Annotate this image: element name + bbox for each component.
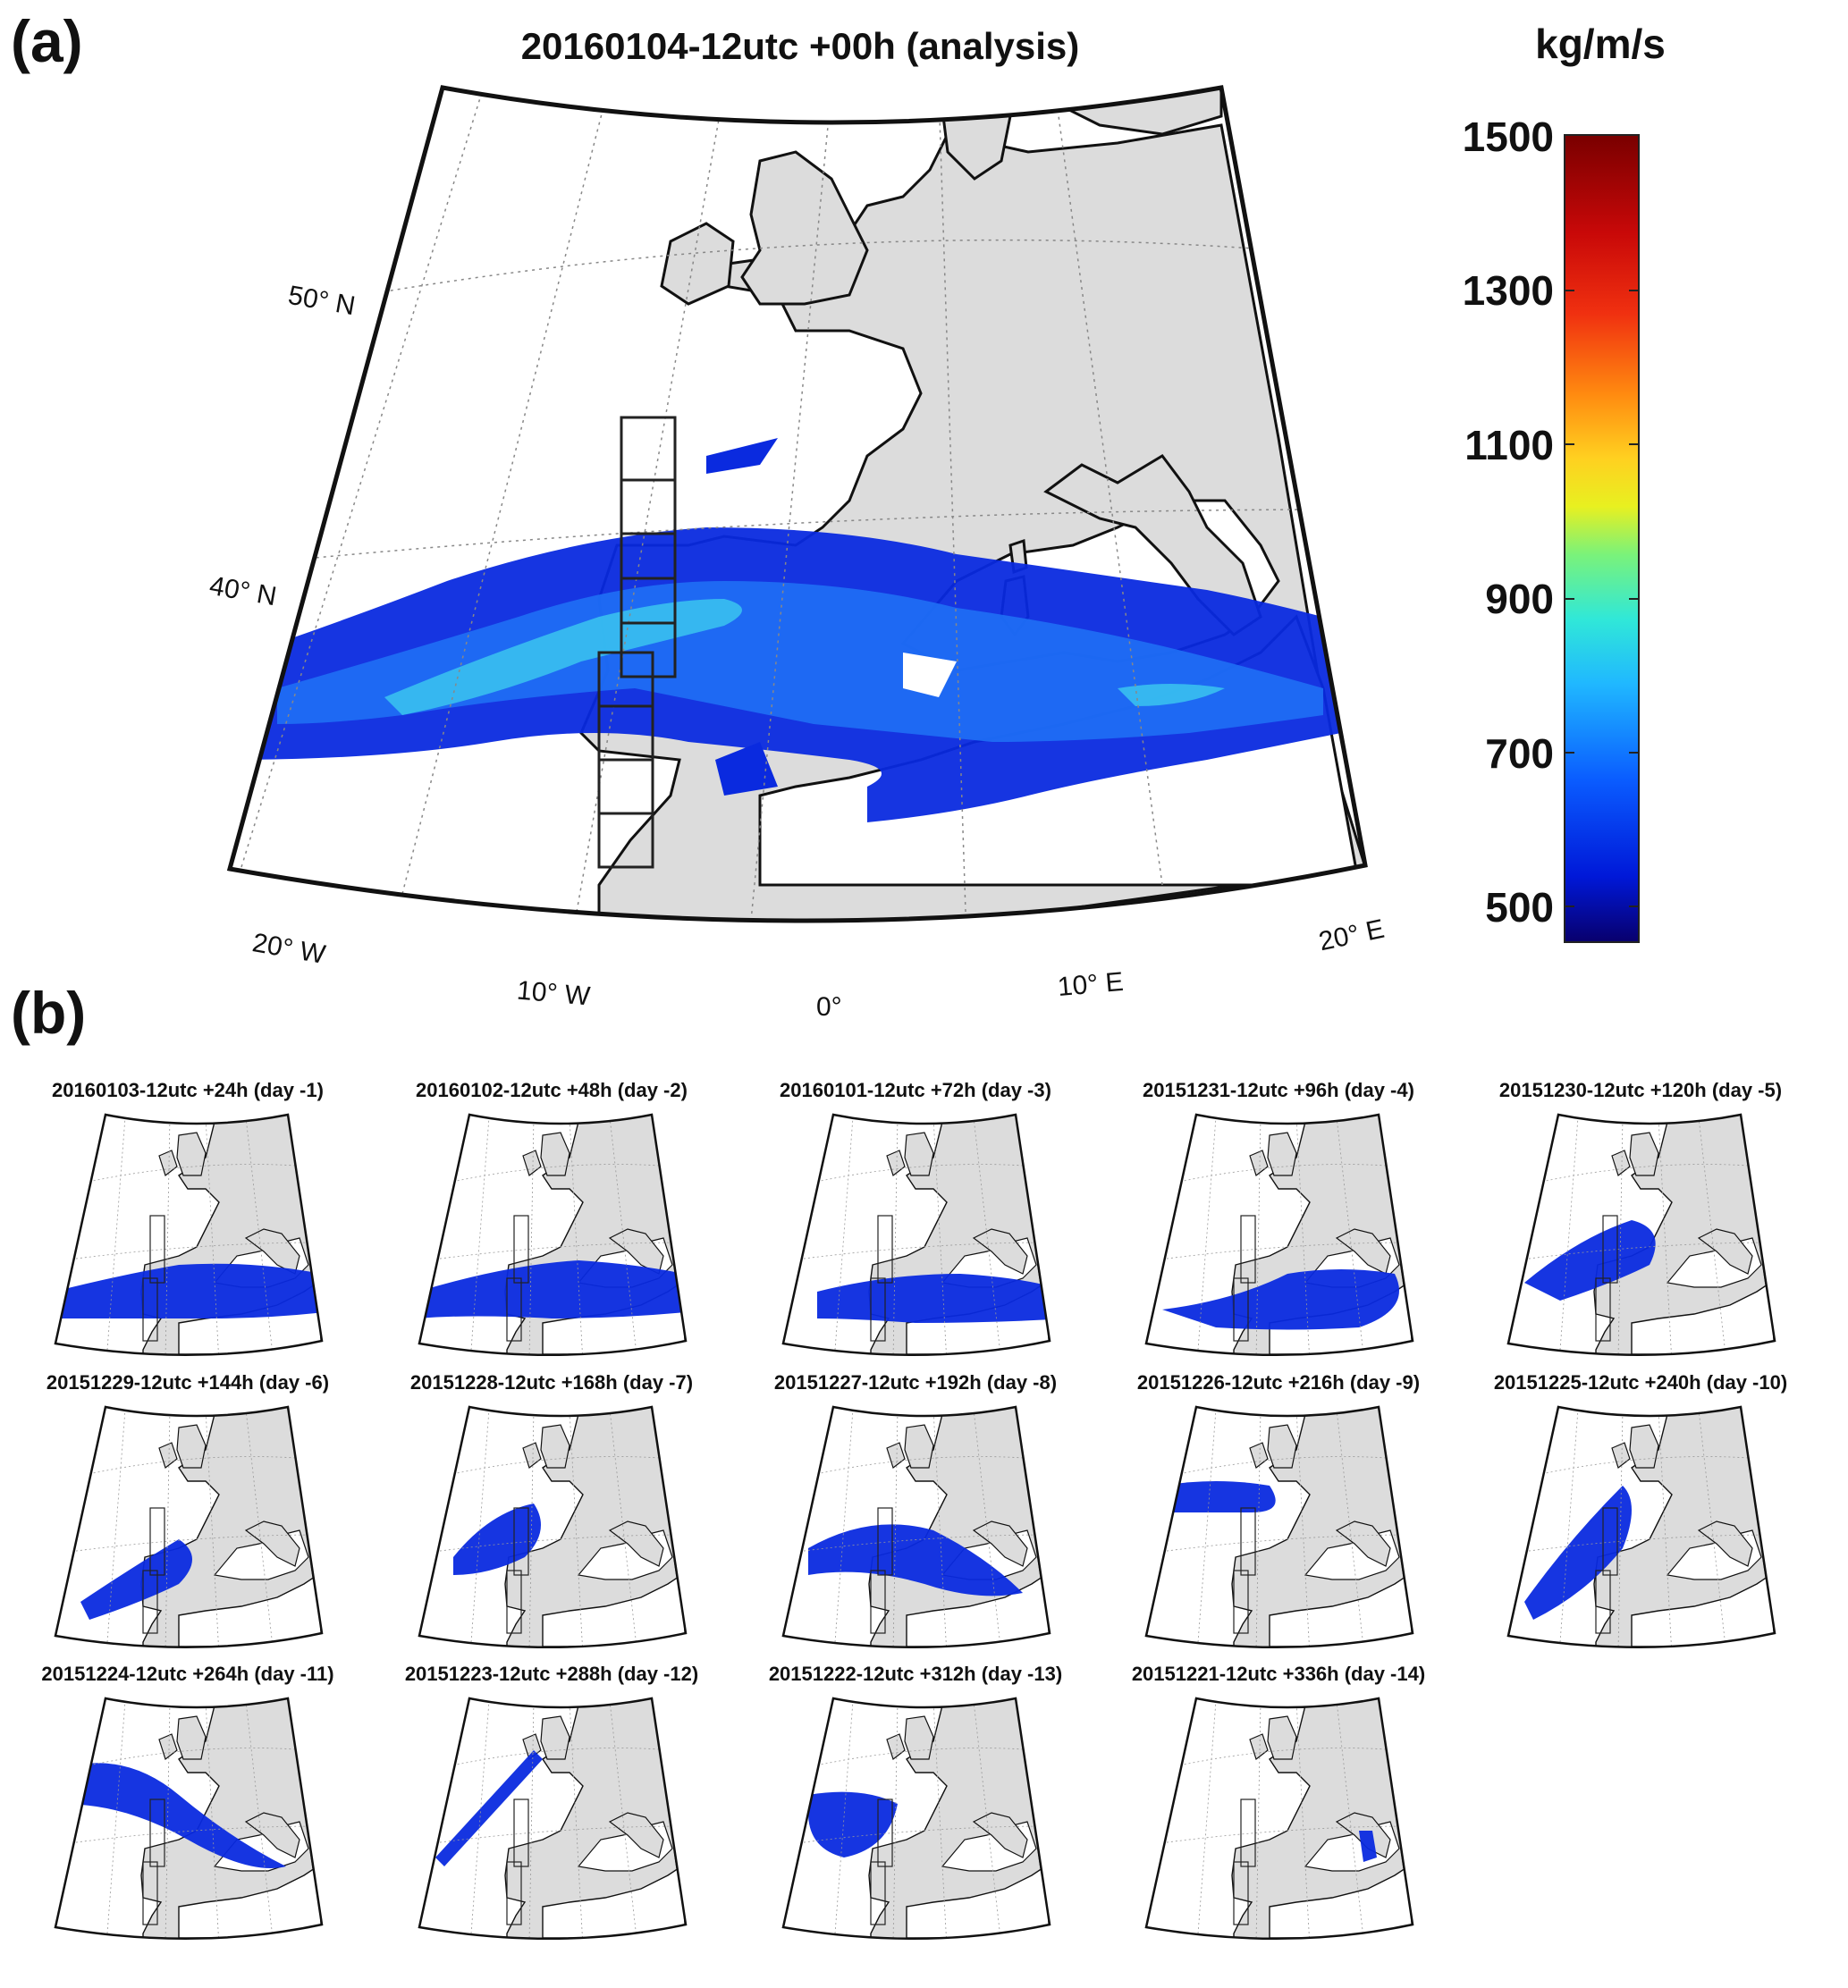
small-map-title: 20151223-12utc +288h (day -12) <box>404 1663 699 1685</box>
small-map <box>54 1113 324 1356</box>
small-map <box>418 1697 688 1940</box>
panel-a-map <box>226 85 1368 923</box>
colorbar <box>1564 134 1640 943</box>
small-map <box>781 1405 1051 1648</box>
colorbar-tick-500: 500 <box>1485 884 1554 931</box>
small-map <box>1506 1405 1776 1648</box>
small-map <box>781 1697 1051 1940</box>
colorbar-tick-1500: 1500 <box>1462 114 1554 160</box>
lon-label-10w: 10° W <box>515 975 592 1012</box>
colorbar-tick-900: 900 <box>1485 576 1554 622</box>
small-map-title: 20160102-12utc +48h (day -2) <box>416 1079 688 1101</box>
small-map-title: 20151224-12utc +264h (day -11) <box>41 1663 334 1685</box>
small-map <box>418 1113 688 1356</box>
panel-a-label: (a) <box>11 8 83 74</box>
small-map <box>54 1697 324 1940</box>
small-map <box>1506 1113 1776 1356</box>
small-map-title: 20151230-12utc +120h (day -5) <box>1498 1079 1783 1101</box>
colorbar-tick-1100: 1100 <box>1464 422 1554 468</box>
small-map-title: 20151229-12utc +144h (day -6) <box>46 1371 330 1394</box>
colorbar-tick-1300: 1300 <box>1462 267 1554 314</box>
panel-a-title: 20160104-12utc +00h (analysis) <box>520 25 1080 67</box>
colorbar-unit: kg/m/s <box>1535 21 1666 67</box>
small-map-title: 20151227-12utc +192h (day -8) <box>773 1371 1058 1394</box>
lon-label-10e: 10° E <box>1056 966 1125 1003</box>
small-map-title: 20151221-12utc +336h (day -14) <box>1131 1663 1426 1685</box>
small-map <box>54 1405 324 1648</box>
lon-label-0: 0° <box>816 992 842 1022</box>
small-map-title: 20160101-12utc +72h (day -3) <box>780 1079 1051 1101</box>
small-map-title: 20151222-12utc +312h (day -13) <box>768 1663 1063 1685</box>
small-map-title: 20151231-12utc +96h (day -4) <box>1143 1079 1414 1101</box>
panel-b-label: (b) <box>11 980 87 1046</box>
small-map-title: 20151226-12utc +216h (day -9) <box>1136 1371 1421 1394</box>
small-map-title: 20160103-12utc +24h (day -1) <box>52 1079 324 1101</box>
small-map-title: 20151228-12utc +168h (day -7) <box>409 1371 694 1394</box>
small-map <box>781 1113 1051 1356</box>
small-map <box>1144 1405 1414 1648</box>
small-map <box>1144 1113 1414 1356</box>
small-map <box>1144 1697 1414 1940</box>
small-map <box>418 1405 688 1648</box>
colorbar-tick-700: 700 <box>1485 730 1554 777</box>
small-map-title: 20151225-12utc +240h (day -10) <box>1493 1371 1788 1394</box>
